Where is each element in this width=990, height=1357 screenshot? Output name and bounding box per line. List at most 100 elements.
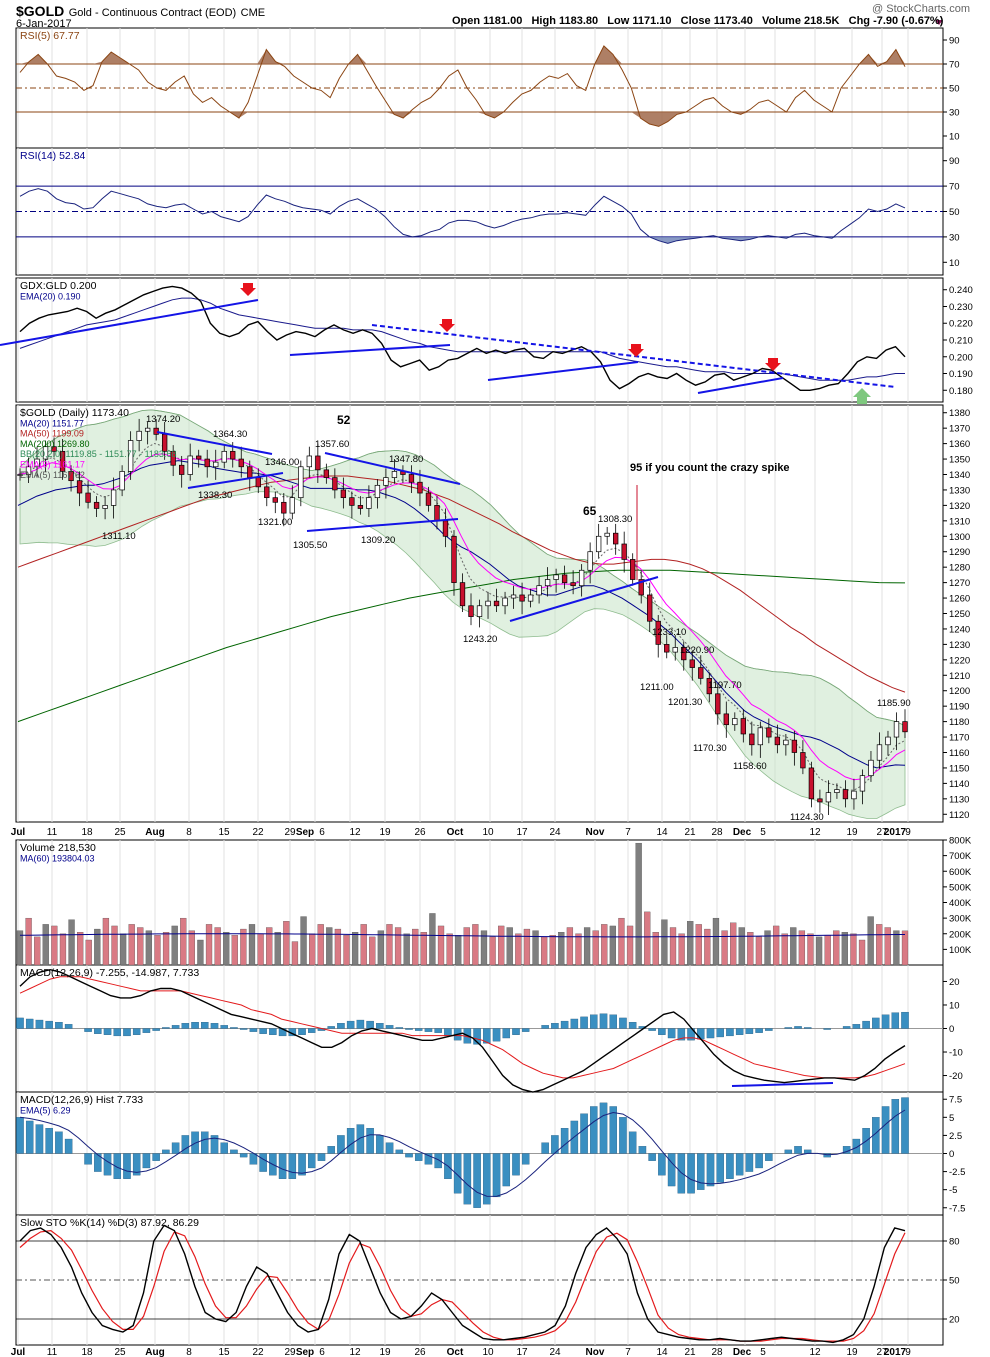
- x-tick-label-bottom: 12: [809, 1347, 821, 1357]
- hist-bar: [64, 1138, 73, 1154]
- candle-body: [42, 446, 49, 460]
- candle-body: [647, 594, 653, 622]
- y-tick-label: 70: [949, 182, 960, 193]
- y-tick-label: 1270: [949, 578, 970, 589]
- macd-hist-bar: [891, 1012, 900, 1029]
- hist-bar: [823, 1153, 831, 1158]
- volume-bar: [850, 933, 857, 966]
- x-tick-label: 25: [114, 827, 126, 838]
- y-tick-label: 1250: [949, 609, 970, 620]
- macd-hist-bar: [726, 1028, 734, 1037]
- legend-entry: EMA(20) 0.190: [20, 291, 81, 301]
- trendline: [731, 1082, 834, 1087]
- candle-body: [340, 489, 347, 499]
- candle-body: [264, 486, 270, 499]
- bb-upper-line: [19, 409, 906, 726]
- hist-bar: [25, 1120, 34, 1154]
- macd-hist-bar: [706, 1028, 715, 1039]
- x-tick-label-bottom: 19: [846, 1347, 858, 1357]
- volume-bar: [532, 930, 539, 966]
- macd-hist-bar: [521, 1028, 530, 1032]
- candle-body: [706, 678, 712, 695]
- volume-bar: [455, 935, 462, 966]
- candle-body: [485, 600, 491, 607]
- macd-hist-bar: [512, 1028, 520, 1035]
- x-tick-label-bottom: 26: [414, 1347, 426, 1357]
- candle-body: [230, 450, 236, 460]
- volume-bar: [291, 941, 299, 966]
- y-tick-label: 70: [949, 60, 960, 71]
- hist-ema5-line: [19, 1109, 906, 1197]
- volume-bar: [695, 924, 702, 966]
- price-label: 1124.30: [790, 812, 824, 823]
- hist-bar: [162, 1149, 170, 1154]
- buy-arrow: [853, 388, 871, 404]
- macd-hist-bar: [745, 1028, 754, 1034]
- volume-bar: [687, 921, 694, 966]
- volume-bar: [661, 919, 668, 966]
- ohlc-quote: Open 1181.00 High 1183.80 Low 1171.10 Cl…: [452, 15, 944, 27]
- ma50-line: [17, 475, 906, 693]
- candle-body: [902, 721, 908, 733]
- y-tick-label: 1240: [949, 624, 970, 635]
- volume-bar: [412, 928, 419, 966]
- y-tick-label: 1260: [949, 594, 970, 605]
- candlesticks: [17, 418, 908, 816]
- candle-body: [136, 430, 142, 441]
- volume-bar: [248, 924, 256, 966]
- hist-bar: [872, 1117, 880, 1154]
- volume-bar: [463, 927, 470, 966]
- macd-hist-bar: [269, 1028, 277, 1035]
- hist-bar: [424, 1153, 433, 1165]
- y-tick-label: 600K: [949, 867, 972, 878]
- hist-bar: [590, 1106, 598, 1154]
- volume-bar: [162, 932, 170, 966]
- volume-ma60-line: [19, 933, 905, 938]
- candle-body: [459, 582, 466, 607]
- volume-bar: [712, 917, 720, 966]
- rsi14-oversold-fill: [20, 236, 905, 244]
- candle-body: [110, 489, 117, 506]
- y-tick-label: 20: [949, 977, 960, 988]
- y-tick-label: 1280: [949, 563, 970, 574]
- y-tick-label: 30: [949, 108, 960, 119]
- volume-bar: [171, 925, 178, 966]
- macd-hist-bar: [152, 1028, 160, 1031]
- x-tick-label-bottom: Sep: [296, 1347, 314, 1357]
- macd-hist-bar: [25, 1018, 34, 1029]
- y-tick-label: 1130: [949, 794, 969, 805]
- y-tick-label: 1160: [949, 748, 969, 759]
- y-tick-label: 50: [949, 207, 960, 218]
- y-tick-label: 5: [949, 1113, 954, 1124]
- macd-hist-bar: [677, 1028, 686, 1041]
- x-tick-label: 21: [684, 827, 696, 838]
- volume-bar: [42, 924, 49, 966]
- y-tick-label: 1350: [949, 455, 970, 466]
- legend-entry: MA(50) 1199.09: [20, 429, 84, 439]
- volume-bar: [205, 924, 213, 966]
- volume-bar: [790, 927, 797, 966]
- volume-bar: [738, 927, 745, 966]
- candle-body: [578, 569, 585, 587]
- candle-body: [570, 582, 576, 587]
- y-tick-label: 2.5: [949, 1131, 962, 1142]
- x-tick-label-bottom: 22: [252, 1347, 264, 1357]
- macd-hist-bar: [259, 1028, 267, 1034]
- candle-body: [374, 484, 381, 499]
- macd-hist-bar: [794, 1026, 802, 1029]
- candle-body: [349, 497, 355, 506]
- macd-line: [19, 968, 906, 1093]
- macd-hist-bar: [337, 1023, 345, 1029]
- y-tick-label: 0.240: [949, 285, 973, 296]
- candle-body: [298, 466, 304, 499]
- candle-body: [817, 798, 823, 803]
- macd-hist-bar: [842, 1026, 851, 1029]
- x-tick-label: 18: [81, 827, 93, 838]
- hist-bar: [278, 1153, 287, 1179]
- macd-hist-bar: [405, 1028, 413, 1030]
- volume-bar: [188, 930, 195, 966]
- x-tick-label: Oct: [447, 827, 464, 838]
- hist-bar: [405, 1153, 413, 1158]
- volume-bar: [635, 842, 642, 966]
- candle-body: [732, 718, 738, 726]
